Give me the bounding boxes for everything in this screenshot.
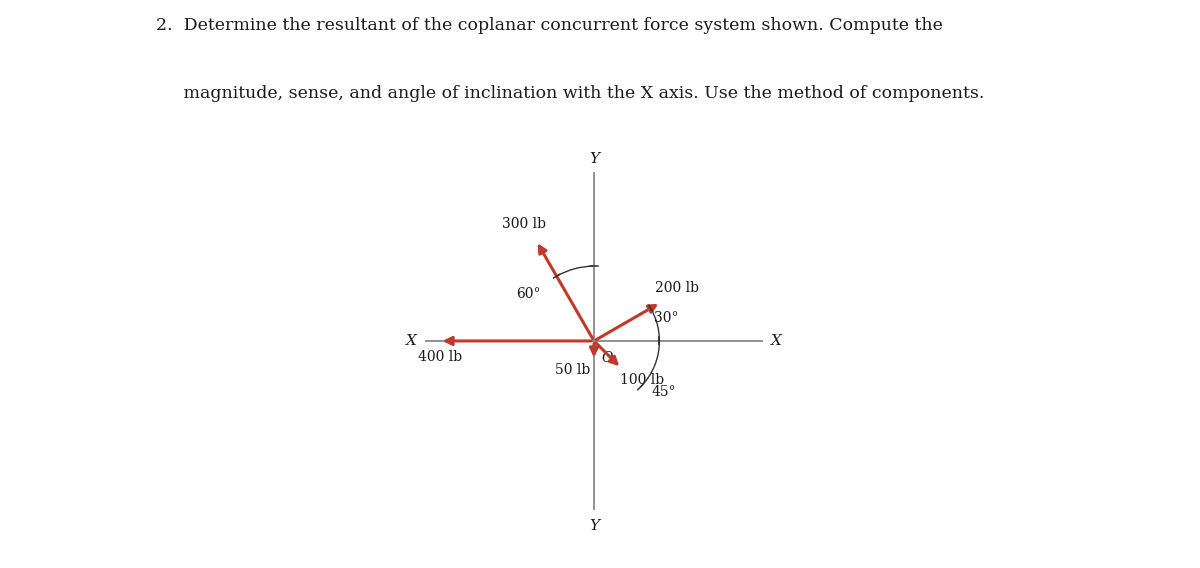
Text: 400 lb: 400 lb — [418, 350, 462, 364]
Text: Y: Y — [589, 152, 599, 166]
Text: O: O — [601, 352, 612, 365]
Text: 300 lb: 300 lb — [503, 218, 546, 231]
Text: 45°: 45° — [652, 385, 677, 399]
Text: 100 lb: 100 lb — [620, 373, 665, 387]
Text: 200 lb: 200 lb — [655, 281, 700, 295]
Text: X: X — [770, 334, 781, 348]
Text: X: X — [407, 334, 418, 348]
Text: 50 lb: 50 lb — [556, 362, 590, 377]
Text: 2.  Determine the resultant of the coplanar concurrent force system shown. Compu: 2. Determine the resultant of the coplan… — [156, 17, 943, 34]
Text: 60°: 60° — [516, 287, 541, 301]
Text: 30°: 30° — [654, 311, 679, 324]
Text: magnitude, sense, and angle of inclination with the X axis. Use the method of co: magnitude, sense, and angle of inclinati… — [156, 85, 984, 102]
Text: Y: Y — [589, 519, 599, 533]
